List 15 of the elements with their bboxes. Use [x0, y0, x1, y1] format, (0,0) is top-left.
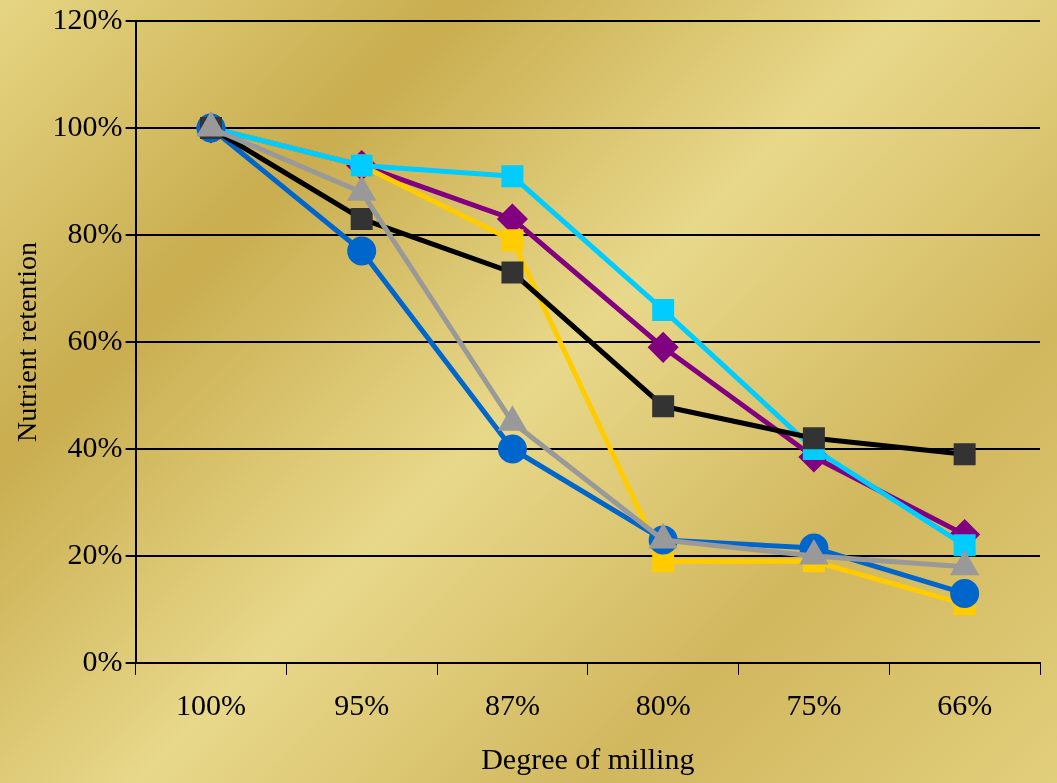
y-tick-label: 60%: [67, 322, 123, 356]
y-tick-label: 120%: [52, 1, 123, 35]
x-tick-label: 75%: [786, 687, 842, 721]
x-tick-label: 100%: [175, 687, 246, 721]
y-tick-label: 100%: [52, 108, 123, 142]
x-tick-label: 66%: [937, 687, 993, 721]
x-tick-label: 95%: [334, 687, 390, 721]
x-tick-label: 87%: [484, 687, 540, 721]
y-tick-label: 20%: [67, 536, 123, 570]
y-tick-label: 0%: [82, 643, 123, 677]
y-axis-title: Nutrient retention: [11, 242, 43, 442]
x-tick-label: 80%: [635, 687, 691, 721]
y-tick-label: 40%: [67, 429, 123, 463]
y-tick-label: 80%: [67, 215, 123, 249]
x-axis-title: Degree of milling: [481, 741, 695, 775]
